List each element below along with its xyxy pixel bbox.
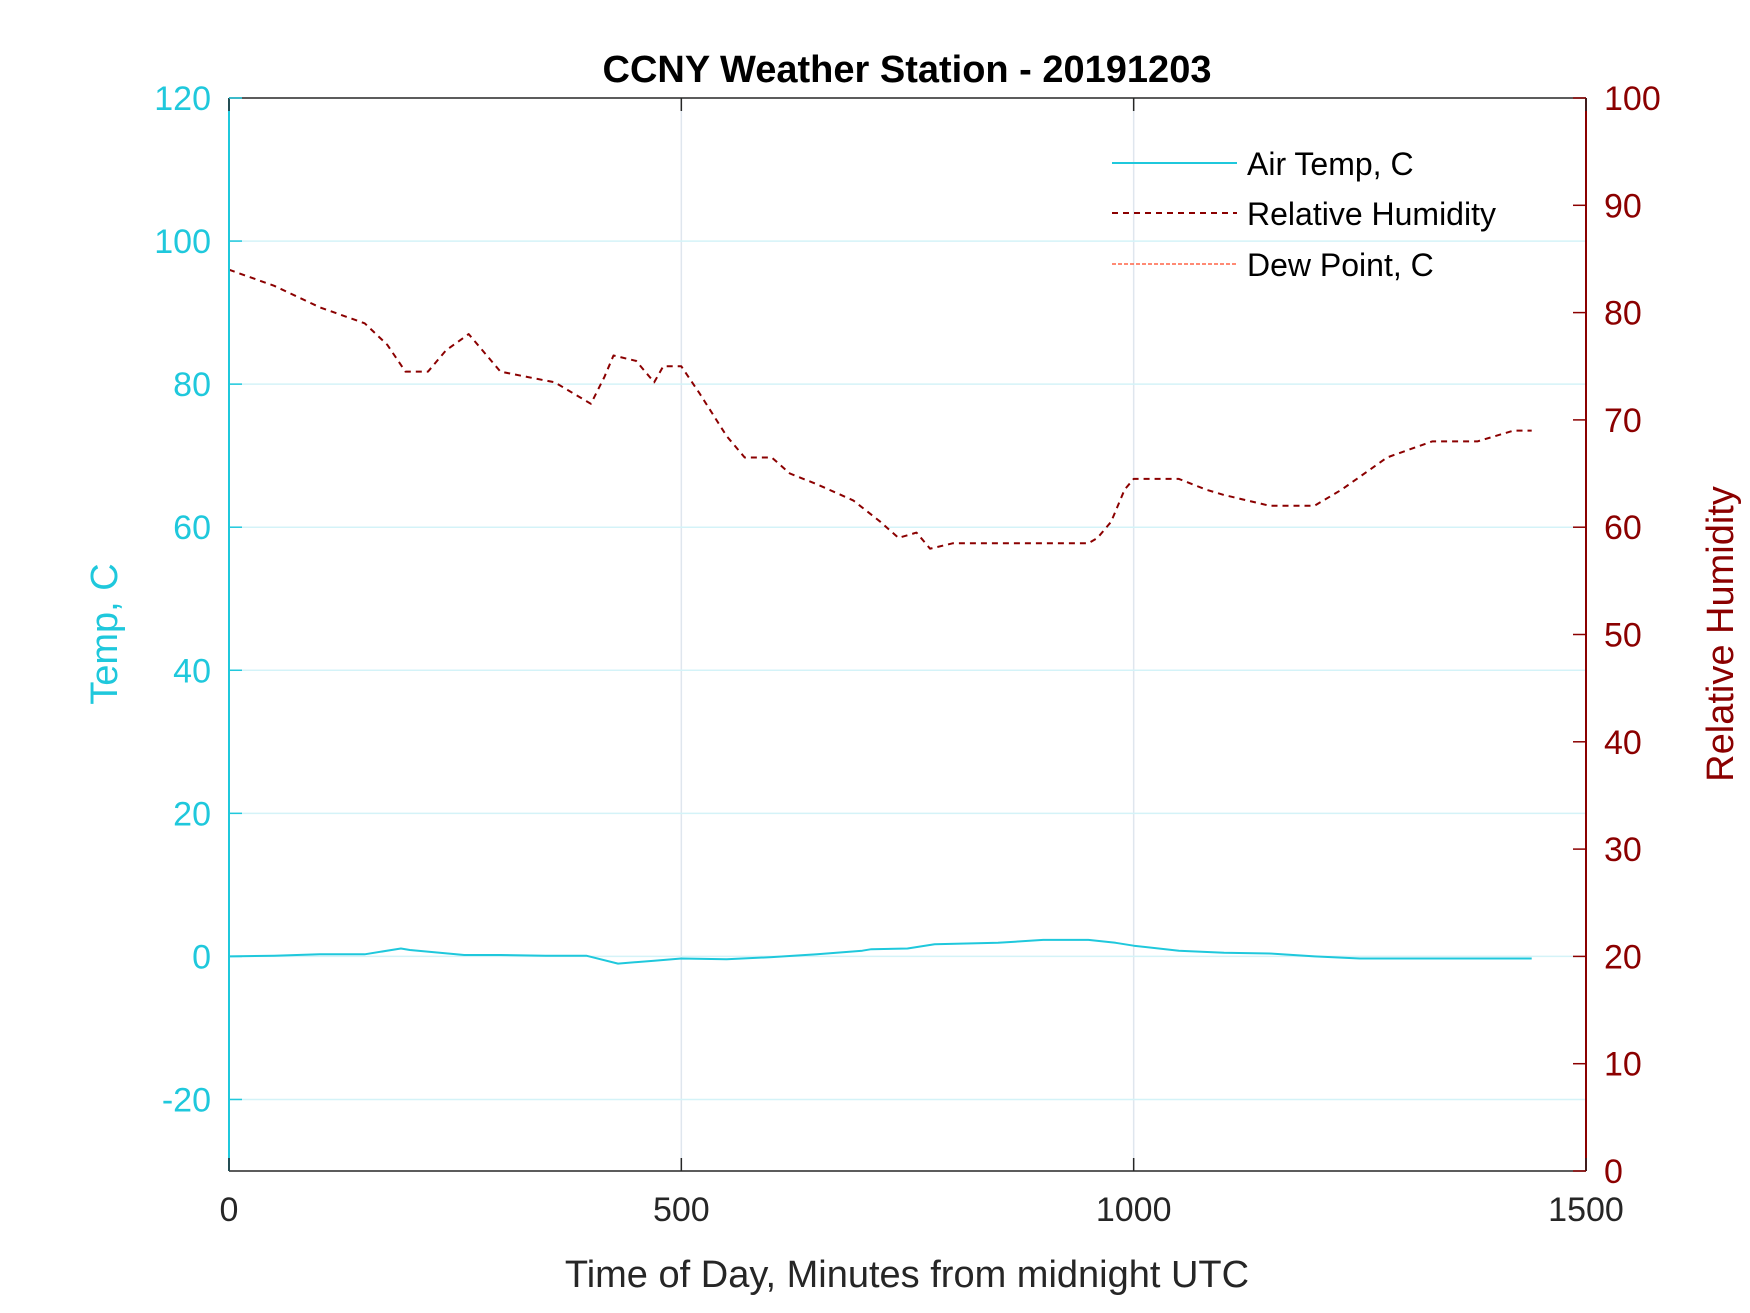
y-axis-right-label: Relative Humidity — [1700, 486, 1742, 782]
y-left-tick-label: 0 — [192, 938, 211, 976]
y-left-tick-label: 80 — [173, 366, 211, 404]
y-right-tick-label: 90 — [1604, 187, 1642, 225]
series-layer — [228, 268, 1532, 965]
y-left-tick-label: 100 — [154, 223, 211, 261]
y-right-tick-label: 70 — [1604, 402, 1642, 440]
y-right-tick-label: 60 — [1604, 509, 1642, 547]
y-left-tick-label: 120 — [154, 80, 211, 118]
plot-area — [229, 98, 1586, 1171]
y-right-tick-label: 0 — [1604, 1153, 1623, 1191]
legend-label-dew-point: Dew Point, C — [1247, 247, 1434, 283]
series-line-air-temp — [228, 938, 1532, 965]
legend-label-relative-humidity: Relative Humidity — [1247, 196, 1496, 232]
y-right-tick-label: 100 — [1604, 80, 1661, 118]
x-tick-label: 0 — [220, 1191, 239, 1229]
y-right-tick-label: 50 — [1604, 617, 1642, 655]
series-line-relative-humidity — [228, 268, 1532, 550]
legend-label-air-temp: Air Temp, C — [1247, 146, 1414, 182]
y-left-tick-label: 40 — [173, 652, 211, 690]
y-right-tick-label: 80 — [1604, 295, 1642, 333]
x-tick-label: 500 — [653, 1191, 710, 1229]
ticks-layer: 0 500 1000 1500 -20 0 20 40 60 80 100 120 0 10 20 30 40 5… — [154, 80, 1660, 1229]
y-right-tick-label: 40 — [1604, 724, 1642, 762]
legend: Air Temp, C Relative Humidity Dew Point,… — [1112, 146, 1496, 283]
grid-layer — [229, 98, 1586, 1171]
x-axis-label: Time of Day, Minutes from midnight UTC — [565, 1254, 1249, 1296]
y-left-tick-label: 60 — [173, 509, 211, 547]
x-tick-label: 1000 — [1096, 1191, 1172, 1229]
y-right-tick-label: 20 — [1604, 938, 1642, 976]
y-left-tick-label: -20 — [162, 1081, 211, 1119]
y-right-tick-label: 30 — [1604, 831, 1642, 869]
y-axis-left-label: Temp, C — [84, 563, 126, 704]
x-tick-label: 1500 — [1548, 1191, 1624, 1229]
chart-title: CCNY Weather Station - 20191203 — [603, 49, 1212, 91]
y-left-tick-label: 20 — [173, 795, 211, 833]
y-right-tick-label: 10 — [1604, 1046, 1642, 1084]
